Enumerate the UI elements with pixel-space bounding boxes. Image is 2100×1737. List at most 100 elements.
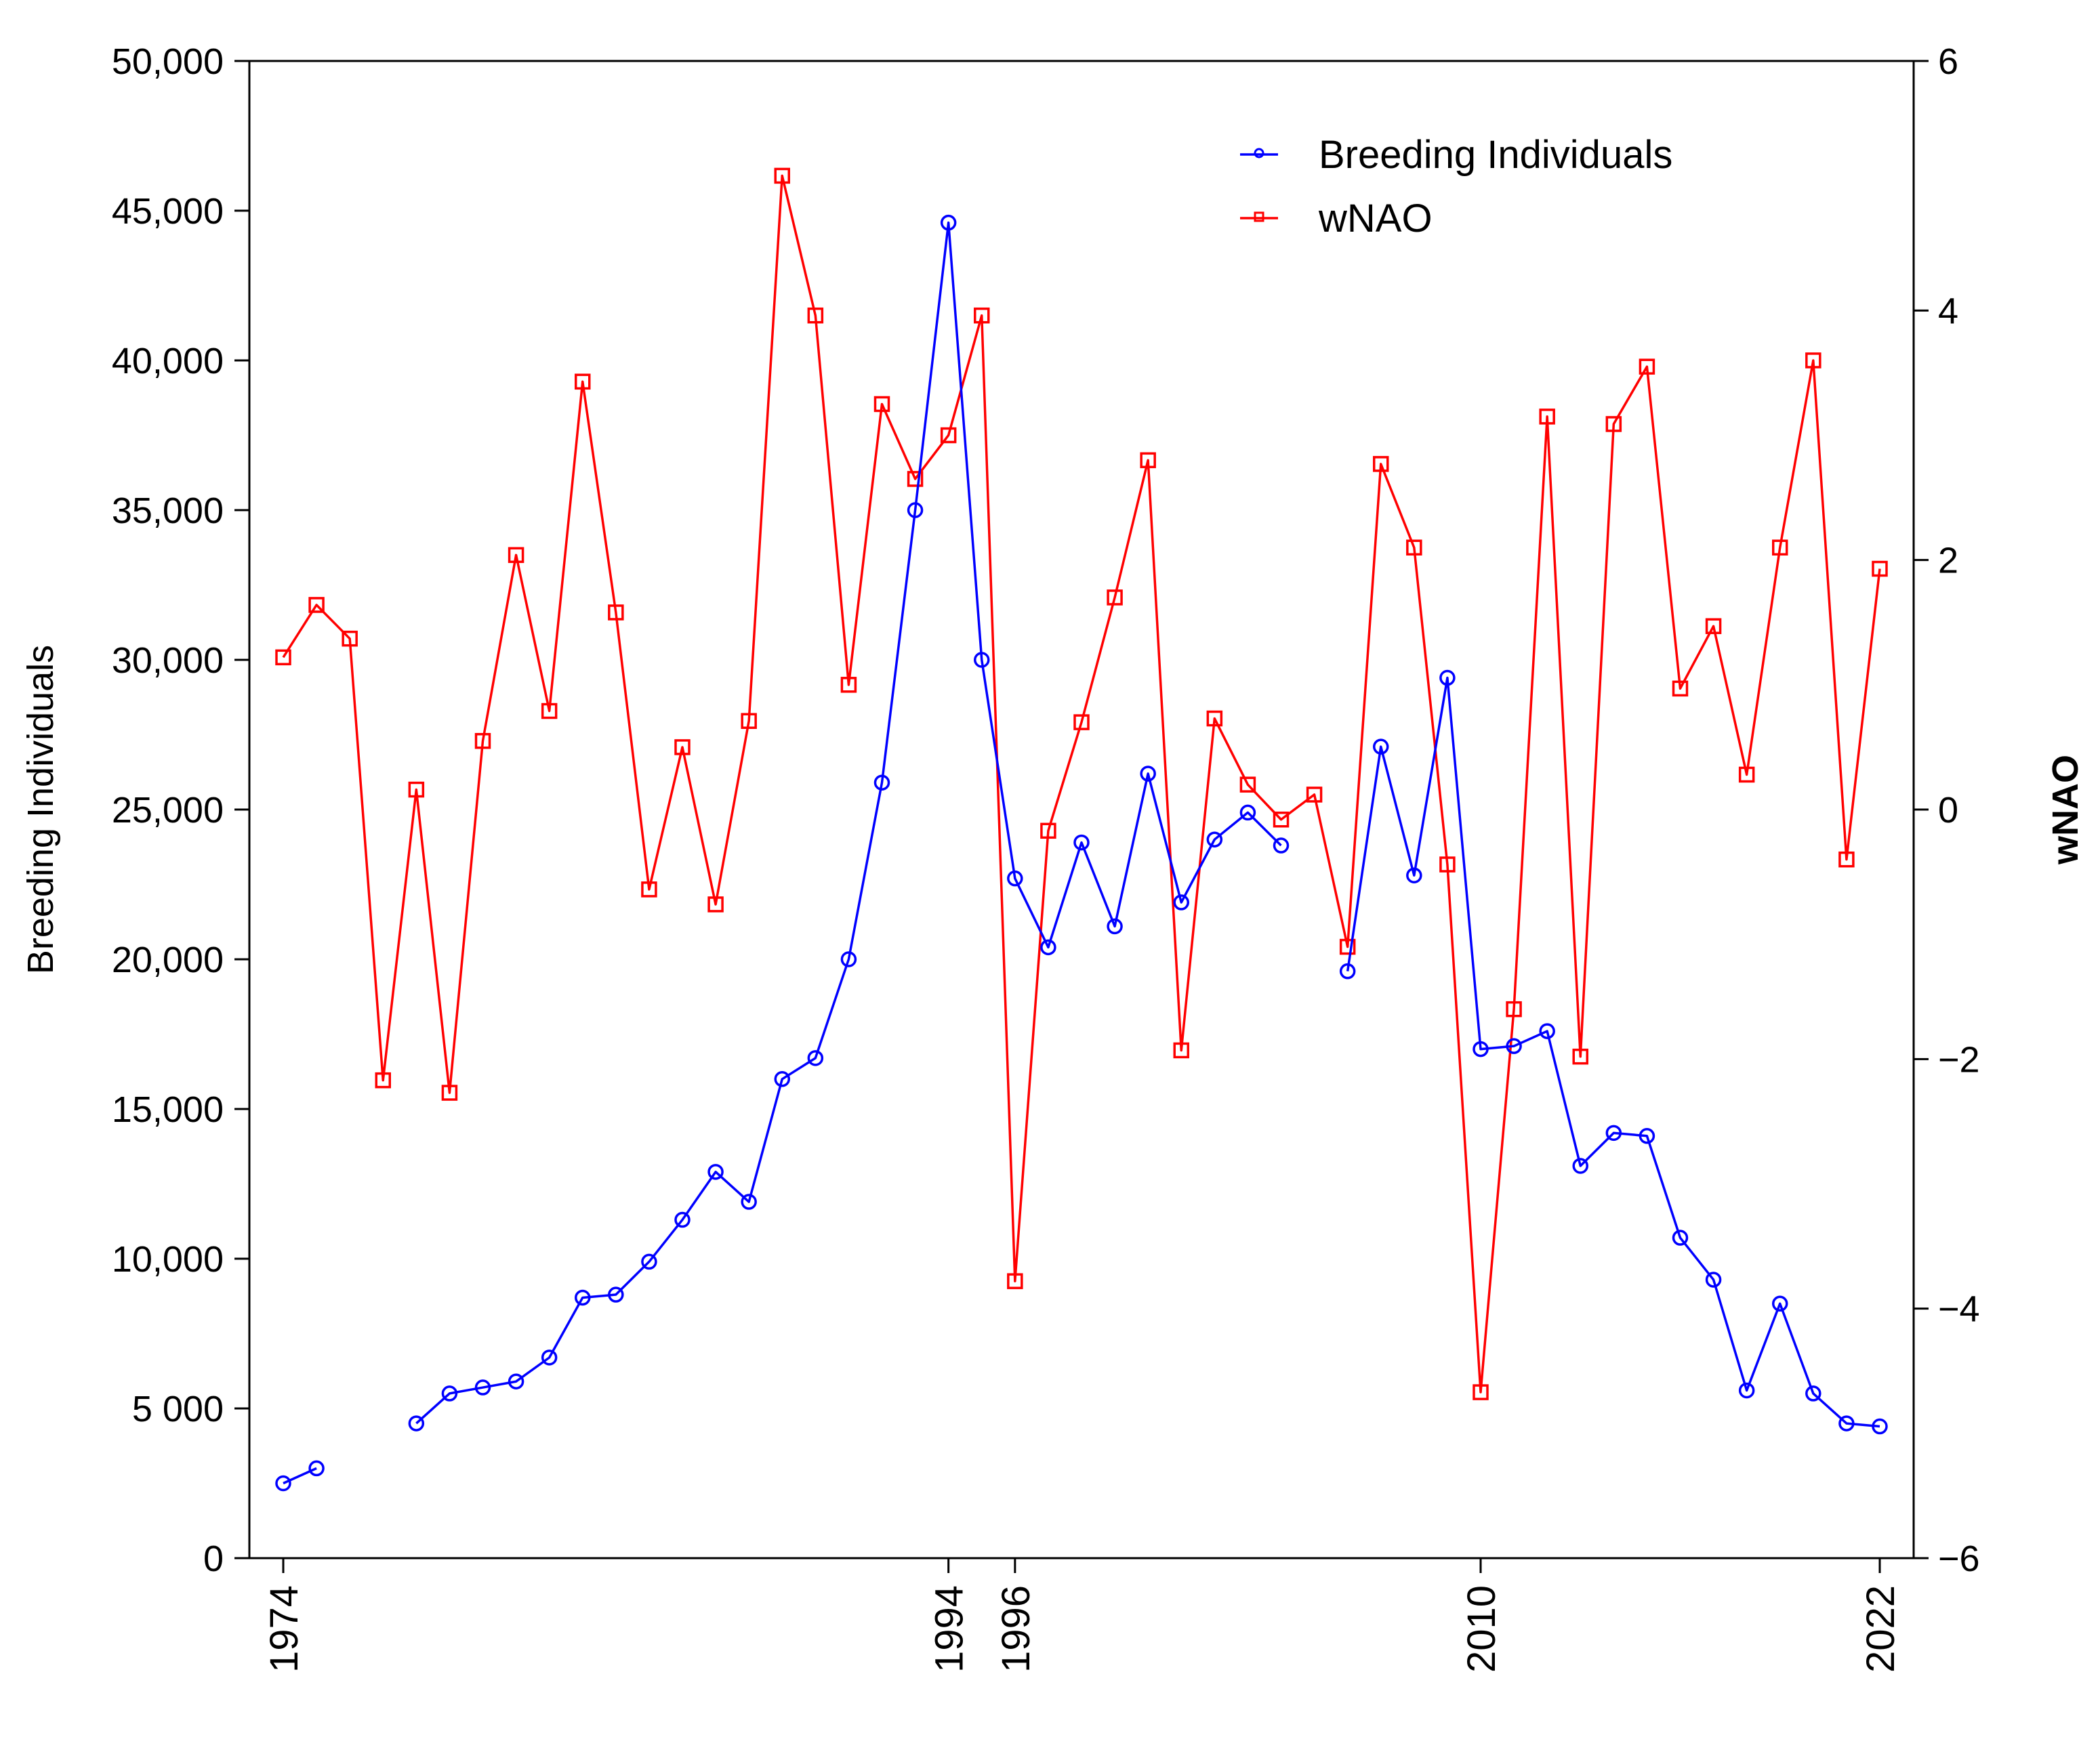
breeding-individuals-point xyxy=(1406,867,1422,883)
y2-tick-label: 6 xyxy=(1938,41,1958,82)
y-tick-label: 0 xyxy=(203,1539,224,1579)
breeding-individuals-point xyxy=(541,1349,558,1366)
wnao-point xyxy=(1772,539,1788,556)
breeding-individuals-point xyxy=(1838,1415,1855,1431)
wnao-point xyxy=(1073,714,1090,730)
wnao-point xyxy=(1838,851,1855,868)
breeding-individuals-line xyxy=(1346,676,1880,1428)
y2-tick-label: 0 xyxy=(1938,790,1958,831)
wnao-point xyxy=(1273,811,1290,828)
y-tick-label: 40,000 xyxy=(112,341,224,381)
breeding-individuals-point xyxy=(1140,766,1156,782)
x-tick-label: 2022 xyxy=(1859,1585,1903,1673)
breeding-individuals-point xyxy=(1107,918,1123,935)
wnao-point xyxy=(474,732,491,749)
wnao-point xyxy=(1107,589,1123,606)
wnao-point xyxy=(308,597,325,613)
wnao-point xyxy=(1506,1001,1522,1018)
breeding-individuals-point xyxy=(1273,837,1290,854)
x-tick-label: 2010 xyxy=(1460,1585,1504,1673)
wnao-point xyxy=(774,167,790,184)
breeding-individuals-point xyxy=(1073,834,1090,851)
y2-tick-label: −4 xyxy=(1938,1289,1980,1330)
wnao-point xyxy=(1705,618,1722,635)
wnao-point xyxy=(541,703,558,719)
y-axis-title: Breeding Individuals xyxy=(20,645,61,974)
breeding-individuals-point xyxy=(974,652,990,668)
breeding-individuals-point xyxy=(441,1385,458,1402)
wnao-point xyxy=(608,604,624,621)
wnao-point xyxy=(508,547,524,564)
wnao-point xyxy=(1572,1048,1588,1065)
breeding-individuals-point xyxy=(1605,1125,1622,1142)
breeding-individuals-point xyxy=(1473,1041,1489,1058)
wnao-point xyxy=(873,396,890,413)
breeding-individuals-point xyxy=(1872,1418,1888,1435)
wnao-point xyxy=(375,1072,391,1089)
breeding-individuals-point xyxy=(907,502,924,518)
legend-marker xyxy=(1254,211,1264,222)
legend-label: wNAO xyxy=(1318,196,1433,240)
wnao-point xyxy=(575,373,591,390)
wnao-point xyxy=(840,677,857,693)
breeding-individuals-point xyxy=(1339,963,1356,980)
series-wnao xyxy=(275,167,1888,1400)
breeding-individuals-point xyxy=(1572,1158,1588,1174)
wnao-point xyxy=(441,1085,458,1101)
y2-tick-label: −6 xyxy=(1938,1539,1980,1579)
y2-tick-label: 2 xyxy=(1938,541,1958,581)
breeding-individuals-point xyxy=(1705,1272,1722,1288)
y-tick-label: 10,000 xyxy=(112,1239,224,1280)
breeding-individuals-point xyxy=(807,1050,824,1066)
breeding-individuals-point xyxy=(1373,738,1389,755)
y-tick-label: 20,000 xyxy=(112,940,224,980)
wnao-point xyxy=(674,739,691,755)
wnao-point xyxy=(1306,787,1323,803)
wnao-point xyxy=(1173,1042,1189,1059)
wnao-point xyxy=(741,713,757,729)
y-tick-label: 45,000 xyxy=(112,191,224,232)
wnao-point xyxy=(342,630,358,647)
x-tick-label: 1996 xyxy=(994,1585,1038,1673)
breeding-individuals-line xyxy=(415,221,1282,1425)
wnao-point xyxy=(1140,452,1156,469)
wnao-point xyxy=(1539,409,1555,425)
breeding-individuals-point xyxy=(308,1460,325,1477)
breeding-individuals-point xyxy=(1173,894,1189,911)
breeding-individuals-point xyxy=(741,1194,757,1210)
wnao-point xyxy=(940,427,957,444)
wnao-point xyxy=(1439,856,1456,873)
breeding-individuals-point xyxy=(641,1253,657,1270)
legend-label: Breeding Individuals xyxy=(1319,133,1672,177)
breeding-individuals-point xyxy=(1672,1230,1689,1246)
y-tick-label: 30,000 xyxy=(112,640,224,681)
breeding-individuals-point xyxy=(1206,831,1223,847)
breeding-individuals-point xyxy=(1539,1023,1555,1039)
breeding-individuals-point xyxy=(1805,1385,1821,1402)
wnao-point xyxy=(1007,1273,1023,1289)
legend-marker xyxy=(1254,148,1264,159)
breeding-individuals-point xyxy=(1040,939,1056,956)
wnao-point xyxy=(408,781,425,798)
wnao-point xyxy=(1672,680,1689,697)
breeding-individuals-point xyxy=(608,1286,624,1303)
breeding-individuals-point xyxy=(408,1415,425,1431)
y2-tick-label: −2 xyxy=(1938,1039,1980,1080)
wnao-point xyxy=(1040,822,1056,839)
wnao-point xyxy=(1406,539,1422,556)
breeding-individuals-point xyxy=(873,774,890,791)
breeding-individuals-point xyxy=(1007,870,1023,887)
breeding-individuals-point xyxy=(1639,1128,1655,1144)
breeding-individuals-point xyxy=(840,951,857,967)
wnao-point xyxy=(1639,358,1655,375)
x-tick-label: 1994 xyxy=(928,1585,972,1673)
series-breeding-individuals xyxy=(275,214,1888,1492)
breeding-individuals-point xyxy=(707,1164,724,1180)
wnao-point xyxy=(641,881,657,898)
y2-axis-title: wNAO xyxy=(2045,755,2086,865)
legend-item-breeding-individuals: Breeding Individuals xyxy=(1240,133,1672,177)
y2-tick-label: 4 xyxy=(1938,291,1958,331)
breeding-individuals-point xyxy=(1239,804,1256,821)
breeding-individuals-point xyxy=(474,1379,491,1396)
